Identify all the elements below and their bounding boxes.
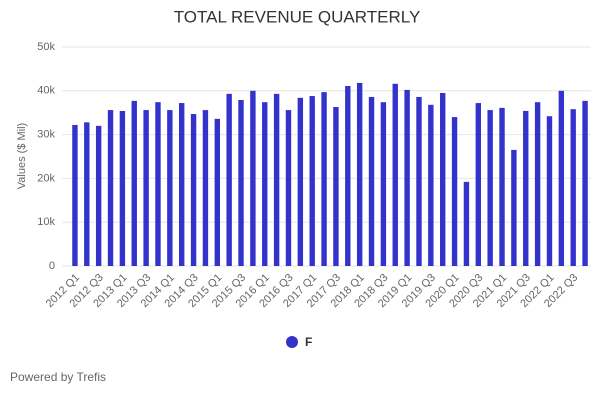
- bar: [167, 110, 173, 267]
- bar: [404, 89, 410, 266]
- y-axis-label: Values ($ Mil): [16, 123, 28, 189]
- chart-title: TOTAL REVENUE QUARTERLY: [174, 7, 421, 26]
- bar: [345, 85, 351, 267]
- bar: [95, 125, 102, 266]
- bar: [321, 92, 327, 266]
- bar: [356, 82, 363, 266]
- bar: [179, 103, 185, 267]
- bar: [392, 83, 398, 267]
- bar: [558, 90, 565, 266]
- y-tick-label: 40k: [37, 85, 55, 97]
- bar: [107, 110, 114, 267]
- bar: [250, 90, 256, 266]
- bar: [155, 102, 161, 266]
- bar: [333, 107, 339, 266]
- bar: [368, 96, 375, 266]
- bar: [451, 117, 458, 266]
- bar: [238, 99, 244, 266]
- bar: [214, 118, 220, 266]
- bar: [511, 149, 517, 266]
- bar: [226, 93, 232, 266]
- footer: Powered by Trefis: [10, 370, 106, 384]
- bar: [463, 181, 470, 266]
- bar: [202, 110, 209, 267]
- bar: [523, 110, 529, 266]
- bar: [380, 102, 387, 266]
- bar: [487, 110, 493, 267]
- bar: [499, 107, 505, 266]
- bar: [428, 104, 434, 266]
- legend-label: F: [305, 335, 312, 349]
- bar: [273, 93, 280, 266]
- bar: [285, 110, 292, 267]
- bar: [309, 96, 315, 266]
- bar: [546, 116, 553, 266]
- y-tick-label: 20k: [37, 172, 55, 184]
- bar: [416, 96, 422, 266]
- y-tick-label: 10k: [37, 216, 55, 228]
- bar: [440, 92, 446, 267]
- y-tick-label: 30k: [37, 129, 55, 141]
- bar: [190, 114, 197, 266]
- bar: [475, 103, 481, 267]
- legend-marker: [286, 336, 298, 348]
- bar: [72, 124, 78, 267]
- bar: [570, 109, 576, 266]
- bar: [119, 110, 126, 266]
- bar: [131, 100, 137, 267]
- bar: [143, 110, 149, 267]
- bar: [297, 97, 304, 266]
- bar: [534, 102, 541, 266]
- bar: [582, 100, 588, 267]
- y-tick-label: 50k: [37, 41, 55, 53]
- bar: [262, 102, 268, 266]
- y-tick-label: 0: [49, 260, 55, 272]
- bar: [84, 122, 90, 266]
